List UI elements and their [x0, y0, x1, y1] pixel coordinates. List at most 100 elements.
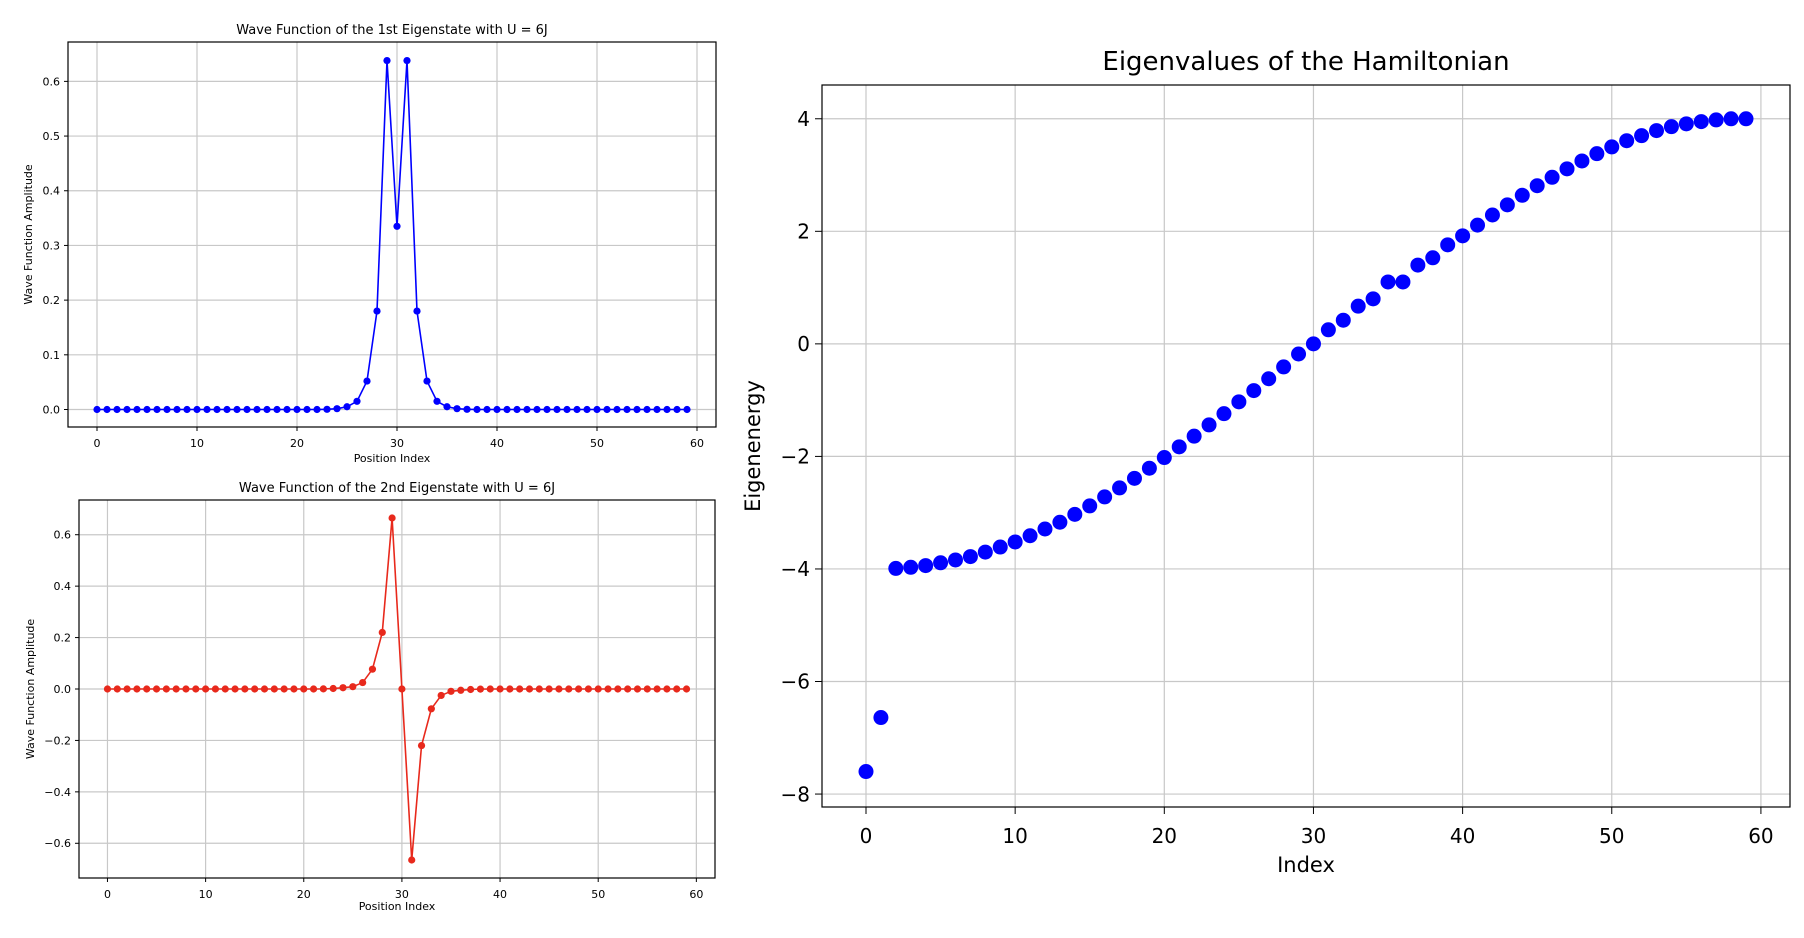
y-tick-label: 0.2 — [54, 632, 72, 645]
data-point — [476, 685, 485, 693]
data-point — [1216, 406, 1232, 422]
data-point — [1649, 123, 1665, 139]
data-point — [447, 687, 455, 695]
data-point — [493, 405, 501, 414]
data-point — [1619, 133, 1635, 149]
y-tick-label: 4 — [797, 107, 810, 131]
data-point — [553, 405, 561, 414]
data-point — [113, 405, 121, 414]
y-tick-label: −4 — [781, 557, 810, 581]
y-tick-label: 0.0 — [54, 683, 72, 696]
data-point — [123, 685, 131, 693]
y-tick-label: 0.4 — [43, 185, 61, 198]
data-point — [1320, 322, 1336, 338]
y-axis-label: Wave Function Amplitude — [24, 619, 37, 760]
data-point — [574, 685, 583, 693]
data-point — [359, 678, 367, 687]
data-point — [603, 405, 611, 414]
chart-1: 0 10 20 30 40 50 60 0.0 0.1 0.2 0.3 0.4 0.5 0.6 Wave F… — [22, 23, 717, 465]
data-point — [1112, 480, 1128, 496]
y-tick-label: −0.6 — [44, 837, 71, 850]
data-point — [1499, 197, 1515, 213]
data-point — [1514, 187, 1530, 203]
data-point — [1231, 394, 1247, 410]
data-point — [1574, 153, 1590, 169]
data-point — [162, 685, 170, 693]
data-point — [1186, 428, 1202, 444]
y-tick-label: 0.6 — [54, 529, 72, 542]
y-tick-label: 0.1 — [43, 349, 61, 362]
x-tick-label: 40 — [490, 437, 504, 450]
data-point — [388, 514, 396, 522]
data-point — [413, 307, 421, 315]
data-point — [368, 665, 377, 673]
data-point — [408, 856, 416, 864]
data-point — [673, 405, 681, 414]
data-point — [1455, 228, 1471, 244]
data-point — [323, 405, 331, 413]
data-point — [1201, 417, 1217, 433]
data-point — [423, 377, 431, 385]
data-point — [543, 405, 551, 414]
y-axis-label: Eigenenergy — [741, 380, 765, 512]
data-point — [403, 56, 411, 65]
data-point — [555, 685, 563, 693]
data-point — [1395, 274, 1411, 290]
data-point — [233, 405, 241, 414]
data-point — [633, 405, 641, 414]
data-point — [203, 405, 211, 414]
data-point — [313, 405, 321, 414]
data-point — [523, 405, 531, 414]
x-tick-label: 60 — [689, 888, 703, 901]
data-point — [563, 405, 571, 414]
data-point — [260, 685, 269, 693]
data-point — [1544, 169, 1560, 185]
data-point — [1723, 111, 1739, 127]
data-point — [213, 405, 221, 414]
data-point — [453, 405, 461, 413]
data-point — [290, 685, 298, 693]
data-point — [1484, 207, 1500, 223]
x-tick-label: 0 — [104, 888, 111, 901]
y-axis-label: Wave Function Amplitude — [22, 164, 35, 305]
x-axis-label: Position Index — [359, 900, 436, 913]
data-point — [143, 685, 151, 693]
data-point — [253, 405, 261, 414]
data-point — [353, 397, 361, 405]
data-point — [1663, 119, 1679, 135]
data-point — [888, 560, 904, 576]
data-point — [123, 405, 131, 414]
data-point — [303, 405, 311, 414]
data-point — [182, 685, 190, 693]
data-point — [593, 405, 601, 414]
data-point — [103, 405, 111, 414]
data-point — [1156, 450, 1172, 466]
data-point — [211, 685, 220, 693]
data-point — [223, 405, 231, 414]
data-point — [683, 405, 691, 414]
chart-title: Wave Function of the 2nd Eigenstate with… — [239, 481, 555, 496]
y-tick-label: 0.0 — [43, 403, 61, 416]
data-point — [378, 628, 386, 637]
x-tick-label: 20 — [290, 437, 304, 450]
data-point — [624, 685, 632, 693]
data-point — [583, 405, 591, 414]
data-point — [1141, 460, 1157, 476]
data-point — [1291, 346, 1307, 362]
data-point — [977, 544, 993, 560]
data-point — [565, 685, 573, 693]
plot-frame — [821, 84, 1791, 808]
data-point — [173, 405, 181, 414]
data-point — [933, 555, 949, 571]
x-tick-label: 20 — [1152, 824, 1177, 848]
data-point — [339, 684, 347, 692]
series — [858, 111, 1754, 780]
data-point — [153, 405, 161, 414]
x-tick-label: 50 — [1599, 824, 1624, 848]
data-point — [903, 559, 919, 575]
data-point — [633, 685, 642, 693]
data-point — [363, 377, 371, 385]
data-point — [1470, 217, 1486, 233]
data-point — [193, 405, 201, 414]
